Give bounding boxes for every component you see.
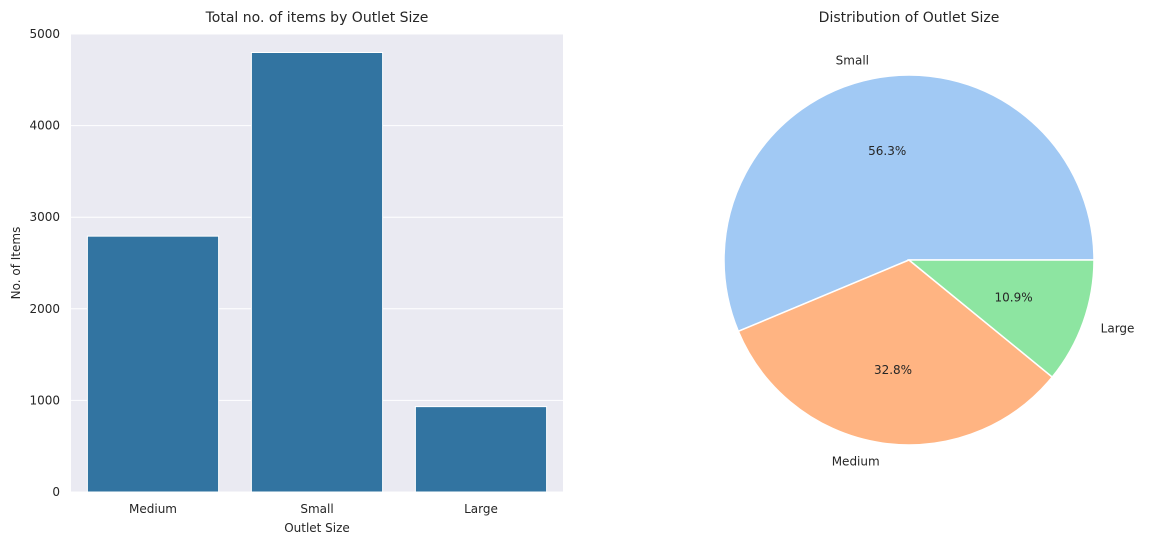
pie-label-large: Large [1101,321,1135,335]
bar-y-tick-label: 3000 [29,210,60,224]
bar-x-tick-label: Small [300,502,333,516]
pie-label-small: Small [836,53,869,67]
bar-x-tick-label: Medium [129,502,177,516]
pie-labels: Small 56.3% Medium 32.8% Large 10.9% [832,53,1135,468]
pie-chart: Distribution of Outlet Size Small 56.3% Me… [723,10,1135,468]
bar-y-tick-label: 0 [52,485,60,499]
pie-chart-title: Distribution of Outlet Size [819,10,1000,26]
pie-pct-label-small: 56.3% [868,144,906,158]
bar-y-tick-label: 2000 [29,302,60,316]
bar-y-tick-label: 4000 [29,119,60,133]
bar-small [250,52,384,493]
bar-y-axis-label: No. of Items [9,227,23,300]
bar-series [86,52,548,493]
bar-chart: 0 1000 2000 3000 4000 5000 Medium Small Large T… [9,10,563,535]
bar-x-tick-label: Large [464,502,498,516]
bar-x-axis: Medium Small Large [129,502,498,516]
bar-chart-title: Total no. of items by Outlet Size [205,10,429,26]
bar-medium [86,235,220,493]
bar-y-tick-label: 1000 [29,393,60,407]
bar-x-axis-label: Outlet Size [284,521,350,535]
pie-slice-small [723,74,1095,333]
bar-large [414,406,548,493]
pie-slices [723,74,1095,446]
pie-slice-large [906,259,1095,379]
pie-pct-label-large: 10.9% [994,290,1032,304]
pie-label-medium: Medium [832,454,880,468]
pie-slice-medium [737,259,1054,446]
pie-pct-label-medium: 32.8% [874,363,912,377]
bar-y-axis: 0 1000 2000 3000 4000 5000 [29,27,60,499]
bar-y-tick-label: 5000 [29,27,60,41]
